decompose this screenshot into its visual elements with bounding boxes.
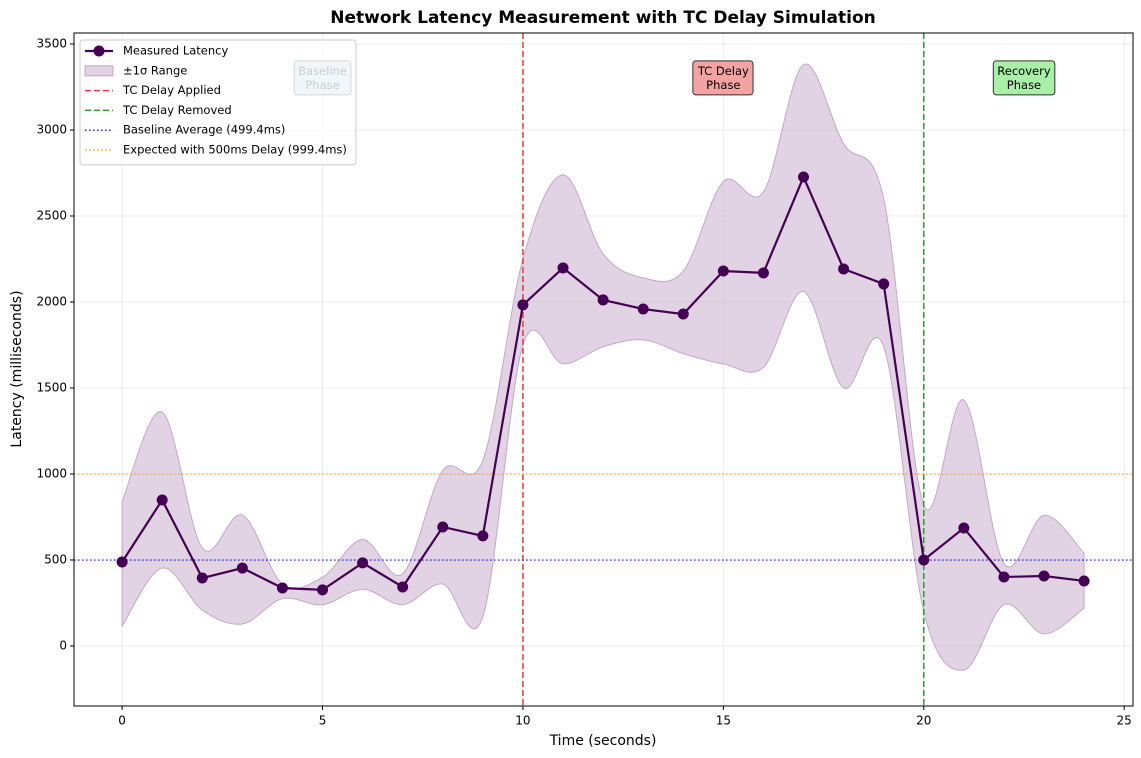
x-tick-label: 20 (916, 714, 931, 728)
legend-label: Expected with 500ms Delay (999.4ms) (123, 143, 347, 157)
point (557, 262, 569, 274)
x-tick-label: 25 (1117, 714, 1132, 728)
y-tick-label: 500 (44, 552, 67, 566)
point (236, 562, 248, 574)
point (1078, 575, 1090, 587)
x-tick-label: 0 (118, 714, 126, 728)
y-axis-label: Latency (milliseconds) (9, 290, 25, 447)
point (757, 267, 769, 279)
legend-swatch (84, 65, 114, 77)
point (798, 171, 810, 183)
sigma-band (121, 63, 1085, 671)
legend: Measured Latency ±1σ Range TC Delay Applie… (79, 39, 357, 166)
y-tick-label: 1500 (36, 380, 67, 394)
x-tick-label: 10 (515, 714, 530, 728)
x-axis-label: Time (seconds) (549, 733, 657, 749)
y-tick-label: 1000 (36, 466, 67, 480)
annotation-text: TC Delay (697, 64, 749, 78)
point (677, 308, 689, 320)
point (437, 521, 449, 533)
point (838, 263, 850, 275)
x-tick-label: 15 (716, 714, 731, 728)
annotation-box (992, 60, 1056, 96)
annotation-text: Phase (1007, 78, 1041, 92)
point (637, 303, 649, 315)
legend-label: Baseline Average (499.4ms) (123, 123, 285, 137)
legend-swatch (93, 45, 105, 57)
point (116, 556, 128, 568)
legend-label: TC Delay Removed (122, 103, 232, 117)
x-tick-label: 5 (319, 714, 327, 728)
annotation-text: Recovery (997, 64, 1051, 78)
point (958, 522, 970, 534)
point (597, 294, 609, 306)
point (156, 494, 168, 506)
legend-label: Measured Latency (123, 44, 228, 58)
y-tick-label: 2000 (36, 294, 67, 308)
y-tick-label: 0 (59, 638, 67, 652)
point (918, 554, 930, 566)
plot-frame (73, 32, 1134, 707)
point (397, 581, 409, 593)
point (517, 299, 529, 311)
point (717, 265, 729, 277)
point (477, 530, 489, 542)
legend-box (79, 39, 357, 166)
point (196, 572, 208, 584)
point (317, 584, 329, 596)
point (878, 278, 890, 290)
point (276, 582, 288, 594)
y-tick-label: 3500 (36, 37, 67, 51)
point (1038, 570, 1050, 582)
legend-label: ±1σ Range (123, 63, 187, 77)
chart-title: Network Latency Measurement with TC Dela… (330, 8, 875, 28)
point (357, 557, 369, 569)
annotation-text: Phase (706, 78, 740, 92)
annotation-box (692, 60, 754, 96)
point (998, 571, 1010, 583)
y-tick-label: 2500 (36, 208, 67, 222)
legend-label: TC Delay Applied (122, 83, 221, 97)
y-tick-label: 3000 (36, 123, 67, 137)
